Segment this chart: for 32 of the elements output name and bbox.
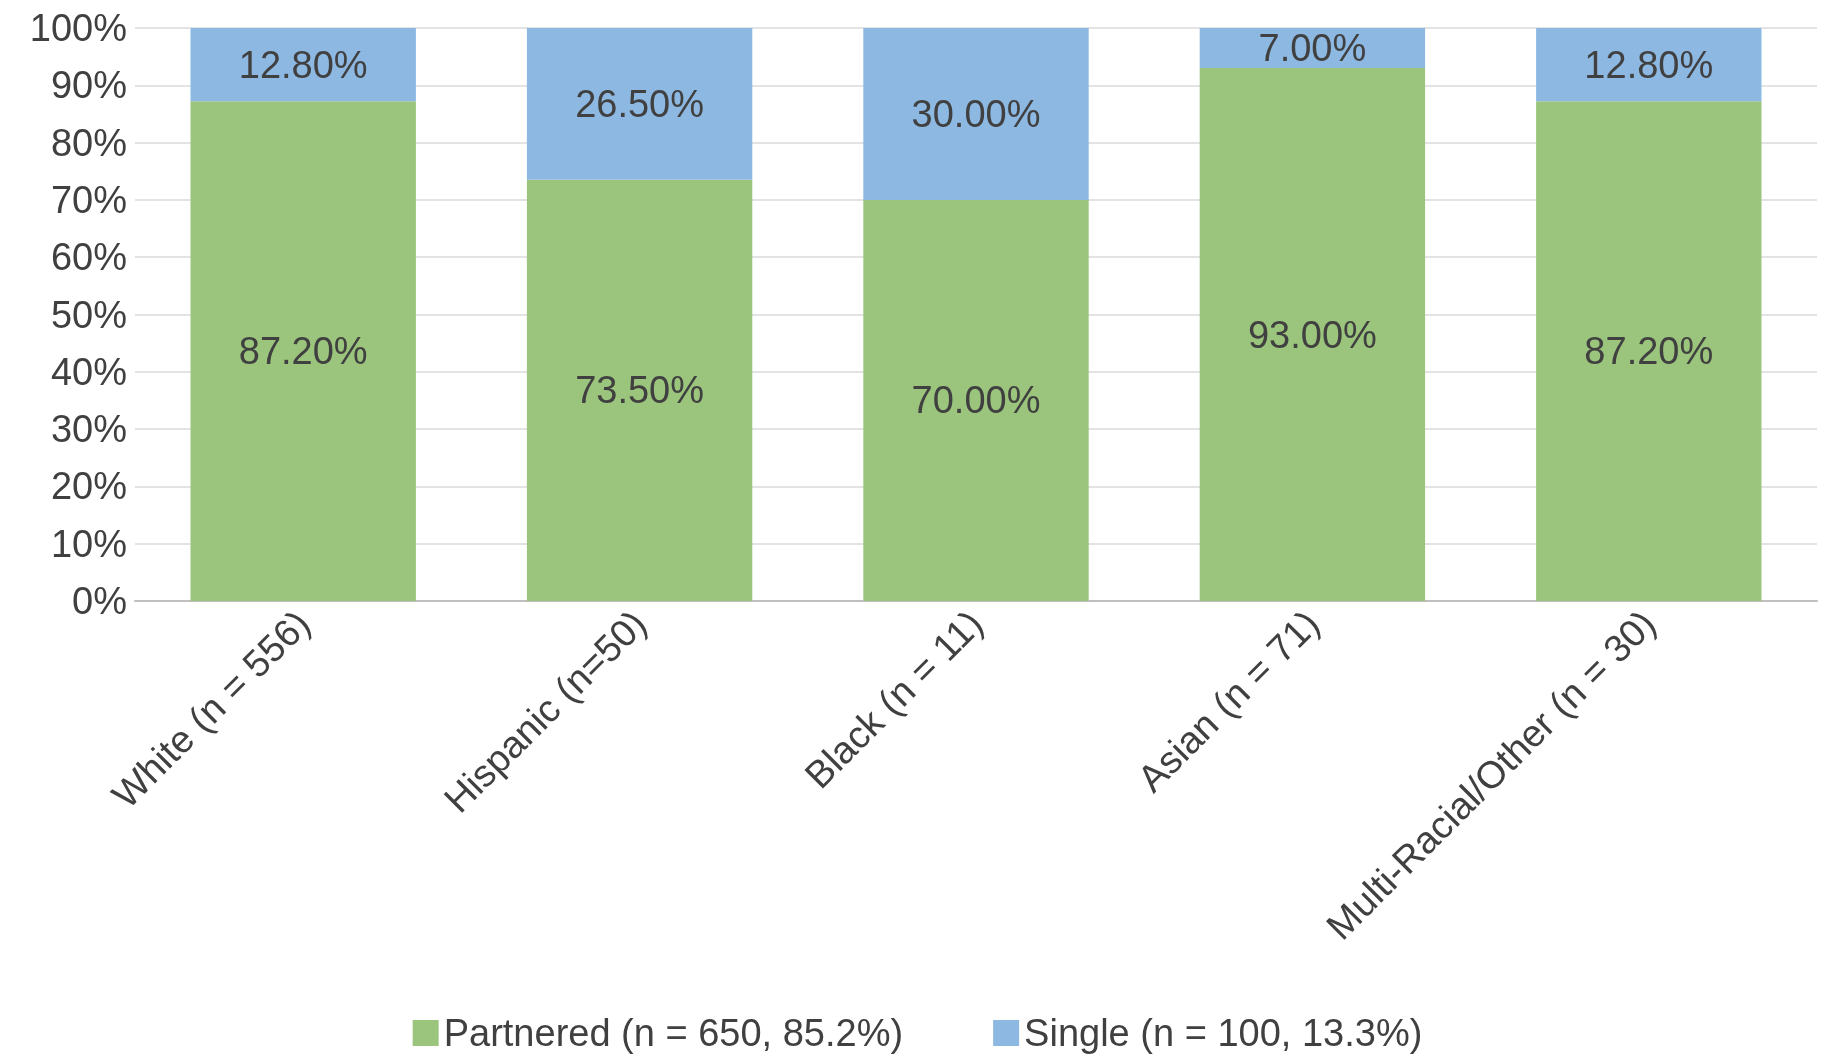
data-label: 26.50%	[575, 82, 705, 125]
data-label: 70.00%	[911, 379, 1041, 422]
bar	[190, 101, 416, 601]
y-tick-label: 40%	[50, 350, 127, 393]
data-label: 87.20%	[238, 330, 368, 373]
data-label: 87.20%	[1584, 330, 1714, 373]
bar	[863, 199, 1089, 601]
y-tick-label: 90%	[50, 64, 127, 107]
y-tick-label: 10%	[50, 522, 127, 565]
y-tick-label: 30%	[50, 408, 127, 451]
data-label: 12.80%	[1584, 43, 1714, 86]
bar	[863, 28, 1089, 200]
y-tick-label: 60%	[50, 236, 127, 279]
data-label: 7.00%	[1258, 27, 1367, 70]
bar	[1199, 68, 1426, 601]
bar	[1536, 28, 1762, 102]
legend-label: Single (n = 100, 13.3%)	[1024, 1012, 1423, 1054]
bar	[1536, 101, 1762, 601]
y-tick-label: 20%	[50, 465, 127, 508]
y-tick-label: 0%	[72, 580, 127, 622]
data-label: 93.00%	[1247, 313, 1377, 356]
legend-label: Partnered (n = 650, 85.2%)	[443, 1012, 904, 1054]
y-tick-label: 80%	[50, 121, 127, 164]
bar	[526, 28, 753, 180]
bar	[526, 179, 753, 601]
y-tick-label: 50%	[50, 293, 127, 336]
y-tick-label: 100%	[29, 7, 127, 49]
y-tick-label: 70%	[50, 178, 127, 221]
data-label: 12.80%	[238, 43, 368, 86]
data-label: 73.50%	[575, 369, 705, 412]
bar	[190, 28, 416, 102]
data-label: 30.00%	[911, 92, 1041, 135]
